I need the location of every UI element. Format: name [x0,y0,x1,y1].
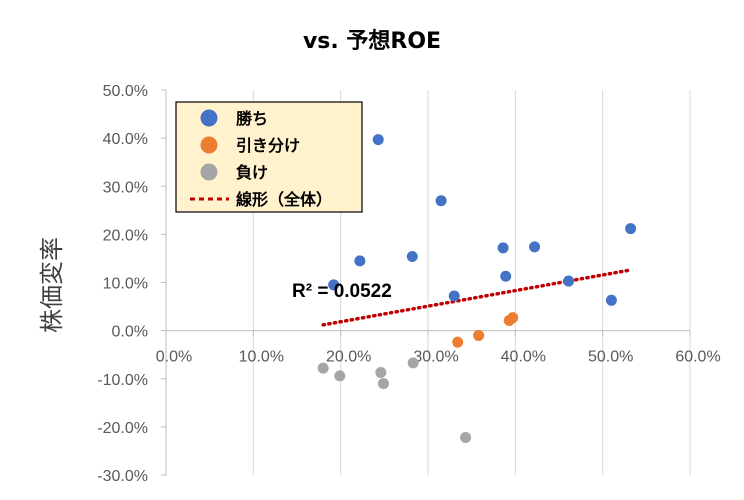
point-series-0-9 [563,275,575,287]
x-tick-label-5: 50.0% [588,349,633,366]
y-tick-label-0: 50.0% [103,83,148,100]
x-tick-label-3: 30.0% [413,349,458,366]
x-tick-label-2: 20.0% [326,349,371,366]
trendline-group [321,268,633,327]
y-tick-label-1: 40.0% [103,131,148,148]
point-series-0-6 [497,242,509,254]
point-series-0-7 [500,270,512,282]
point-series-1-1 [473,329,485,341]
y-tick-labels: 50.0% 40.0% 30.0% 20.0% 10.0% 0.0% -10.0% -20.0… [97,83,148,485]
data-points [317,134,637,443]
point-series-2-0 [317,362,329,374]
x-tick-label-4: 40.0% [501,349,546,366]
point-series-2-5 [460,431,472,443]
legend-label-1: 引き分け [236,136,300,155]
y-tick-label-7: -20.0% [97,420,148,437]
y-tick-label-8: -30.0% [97,468,148,485]
point-series-2-4 [407,357,419,369]
legend-marker-1 [200,136,218,154]
point-series-0-8 [529,241,541,253]
x-tick-label-1: 10.0% [239,349,284,366]
point-series-0-5 [448,290,460,302]
point-series-2-2 [375,366,387,378]
y-tick-label-5: 0.0% [112,324,148,341]
y-axis-label: 株価変率 [38,237,66,333]
point-series-0-3 [406,251,418,263]
point-series-0-4 [435,195,447,207]
trendline [321,268,633,327]
point-series-2-1 [334,370,346,382]
legend-label-2: 負け [236,163,268,182]
r-squared-label: R² = 0.0522 [292,281,392,302]
point-series-0-2 [372,134,384,146]
x-tick-label-6: 60.0% [675,349,720,366]
x-tick-labels: 0.0% 10.0% 20.0% 30.0% 40.0% 50.0% 60.0% [156,349,721,366]
y-tick-label-3: 20.0% [103,227,148,244]
y-tick-label-6: -10.0% [97,372,148,389]
point-series-1-0 [452,336,464,348]
axes [161,89,691,476]
point-series-0-0 [328,279,340,291]
y-tick-label-2: 30.0% [103,179,148,196]
point-series-0-1 [354,255,366,267]
point-series-0-10 [605,294,617,306]
legend-marker-2 [200,163,218,181]
legend-label-0: 勝ち [236,109,268,128]
x-tick-label-0: 0.0% [156,349,192,366]
point-series-2-3 [377,378,389,390]
point-series-1-3 [507,312,519,324]
legend-marker-0 [200,109,218,127]
point-series-0-11 [625,223,637,235]
legend-label-trendline: 線形（全体） [236,190,332,209]
y-tick-label-4: 10.0% [103,276,148,293]
chart-title: vs. 予想ROE [303,29,441,54]
